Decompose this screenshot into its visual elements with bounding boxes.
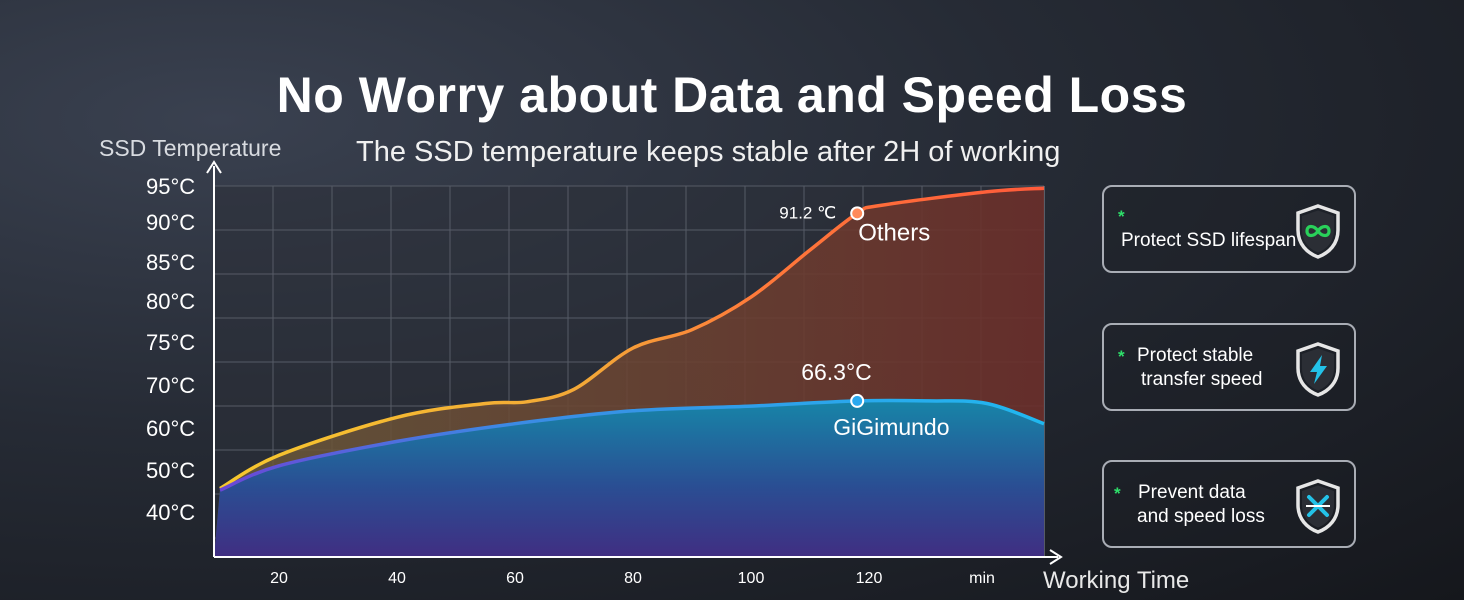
x-tick-label: 40 <box>388 570 406 587</box>
feature-card-lifespan: * Protect SSD lifespan <box>1102 185 1356 273</box>
gigimundo-value-label: 66.3°C <box>801 359 872 385</box>
feature-text: Prevent data and speed loss <box>1137 481 1265 529</box>
y-tick-labels: 40°C 50°C 60°C 70°C 75°C 80°C 85°C 90°C 95°C <box>146 174 195 525</box>
y-tick-label: 80°C <box>146 289 195 314</box>
feature-card-data-loss: * Prevent data and speed loss <box>1102 460 1356 548</box>
infinity-shield-icon <box>1296 204 1340 259</box>
x-tick-labels: 20 40 60 80 100 120 min <box>270 570 995 587</box>
y-tick-label: 60°C <box>146 416 195 441</box>
others-line <box>219 186 1045 491</box>
page-title: No Worry about Data and Speed Loss <box>276 67 1188 123</box>
y-tick-label: 90°C <box>146 210 195 235</box>
x-tick-label: 80 <box>624 570 642 587</box>
feature-text-line: Protect stable <box>1137 345 1254 366</box>
x-tick-label: 60 <box>506 570 524 587</box>
feature-text-line: and speed loss <box>1137 506 1265 527</box>
x-axis-title: Working Time <box>1043 567 1190 594</box>
feature-text: Protect SSD lifespan <box>1121 229 1296 253</box>
y-tick-label: 75°C <box>146 330 195 355</box>
others-value-label: 91.2 ℃ <box>779 203 836 222</box>
axes <box>206 160 1063 565</box>
chart-annotations: 91.2 ℃ Others 66.3°C GiGimundo <box>779 203 949 440</box>
y-tick-label: 40°C <box>146 500 195 525</box>
feature-text-line: Prevent data <box>1138 482 1246 503</box>
y-tick-label: 50°C <box>146 458 195 483</box>
feature-star: * <box>1118 207 1125 226</box>
gigimundo-line <box>219 398 1045 492</box>
y-axis-title: SSD Temperature <box>99 135 282 161</box>
gigimundo-series-label: GiGimundo <box>833 414 949 440</box>
gigimundo-area <box>214 400 1044 557</box>
cross-shield-icon <box>1296 479 1340 534</box>
page-subtitle: The SSD temperature keeps stable after 2… <box>356 136 1061 168</box>
x-tick-label: 100 <box>738 570 765 587</box>
x-tick-label: min <box>969 570 995 587</box>
feature-card-speed: * Protect stable transfer speed <box>1102 323 1356 411</box>
others-series-label: Others <box>858 219 930 246</box>
feature-text-line: transfer speed <box>1141 369 1263 390</box>
feature-star: * <box>1118 347 1125 366</box>
others-marker <box>850 206 865 221</box>
lightning-shield-icon <box>1296 342 1340 397</box>
feature-text-line: Protect SSD lifespan <box>1121 230 1297 251</box>
y-tick-label: 95°C <box>146 174 195 199</box>
gigimundo-marker <box>850 393 865 408</box>
x-tick-label: 120 <box>856 570 883 587</box>
feature-text: Protect stable transfer speed <box>1137 344 1262 392</box>
x-tick-label: 20 <box>270 570 288 587</box>
y-tick-label: 70°C <box>146 373 195 398</box>
feature-star: * <box>1114 484 1121 503</box>
y-tick-label: 85°C <box>146 250 195 275</box>
